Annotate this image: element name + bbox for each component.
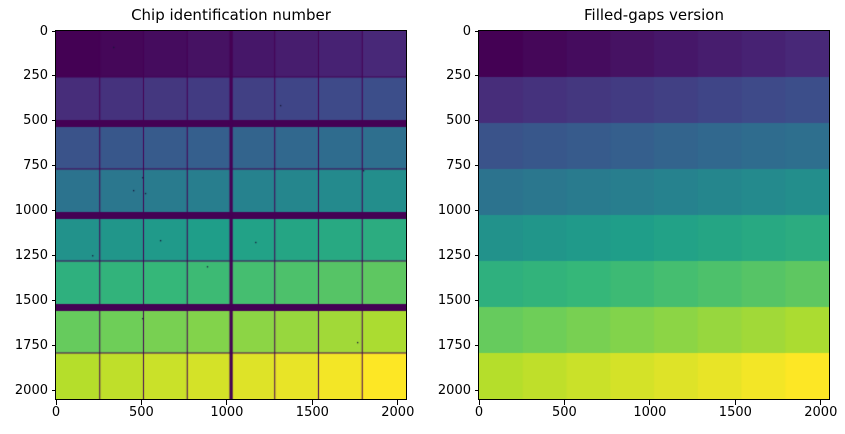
y-tick-mark bbox=[474, 300, 479, 302]
y-tick-mark bbox=[51, 210, 56, 212]
y-tick-mark bbox=[474, 210, 479, 212]
y-tick-mark bbox=[474, 30, 479, 32]
x-tick-label: 500 bbox=[129, 405, 154, 420]
x-tick-mark bbox=[311, 400, 313, 405]
panel-filled-gaps: Filled-gaps version 0 250 500 750 1000 1250 15… bbox=[423, 0, 845, 434]
x-tick-mark bbox=[478, 400, 480, 405]
y-tick-mark bbox=[51, 344, 56, 346]
y-tick-label: 1000 bbox=[437, 203, 471, 219]
x-tick-mark bbox=[55, 400, 57, 405]
y-tick-label: 1250 bbox=[14, 248, 48, 264]
y-tick-label: 500 bbox=[446, 113, 471, 129]
x-tick-mark bbox=[649, 400, 651, 405]
y-tick-mark bbox=[51, 389, 56, 391]
x-tick-label: 0 bbox=[51, 405, 61, 420]
y-tick-label: 250 bbox=[23, 68, 48, 84]
y-tick-label: 1750 bbox=[437, 337, 471, 353]
y-tick-label: 0 bbox=[39, 23, 48, 39]
y-tick-label: 2000 bbox=[437, 382, 471, 398]
x-tick-label: 2000 bbox=[804, 405, 838, 420]
y-tick-label: 1500 bbox=[14, 293, 48, 309]
y-tick-label: 750 bbox=[23, 158, 48, 174]
x-tick-mark bbox=[140, 400, 142, 405]
x-tick-mark bbox=[226, 400, 228, 405]
x-tick-label: 0 bbox=[474, 405, 484, 420]
y-tick-mark bbox=[474, 255, 479, 257]
x-tick-mark bbox=[820, 400, 822, 405]
panel-title: Filled-gaps version bbox=[584, 6, 724, 24]
x-tick-label: 2000 bbox=[381, 405, 415, 420]
y-tick-mark bbox=[474, 344, 479, 346]
y-tick-label: 1500 bbox=[437, 293, 471, 309]
y-tick-mark bbox=[474, 389, 479, 391]
x-tick-label: 1500 bbox=[718, 405, 752, 420]
y-tick-mark bbox=[474, 75, 479, 77]
y-tick-label: 1250 bbox=[437, 248, 471, 264]
y-tick-mark bbox=[51, 165, 56, 167]
heatmap-canvas-filled-gaps bbox=[478, 30, 830, 400]
x-tick-mark bbox=[734, 400, 736, 405]
panel-title: Chip identification number bbox=[131, 6, 331, 24]
heatmap-canvas-chip-id bbox=[55, 30, 407, 400]
y-tick-label: 750 bbox=[446, 158, 471, 174]
y-tick-label: 1750 bbox=[14, 337, 48, 353]
x-tick-label: 1000 bbox=[633, 405, 667, 420]
x-tick-label: 1000 bbox=[210, 405, 244, 420]
x-tick-mark bbox=[563, 400, 565, 405]
y-tick-mark bbox=[51, 75, 56, 77]
y-tick-label: 0 bbox=[462, 23, 471, 39]
y-tick-mark bbox=[51, 30, 56, 32]
panel-chip-id: Chip identification number 0 250 500 750 100… bbox=[0, 0, 422, 434]
x-tick-label: 1500 bbox=[295, 405, 329, 420]
y-tick-label: 500 bbox=[23, 113, 48, 129]
y-tick-mark bbox=[474, 165, 479, 167]
x-tick-label: 500 bbox=[552, 405, 577, 420]
y-tick-label: 250 bbox=[446, 68, 471, 84]
y-tick-mark bbox=[474, 120, 479, 122]
y-tick-mark bbox=[51, 300, 56, 302]
y-tick-mark bbox=[51, 255, 56, 257]
y-tick-mark bbox=[51, 120, 56, 122]
y-tick-label: 2000 bbox=[14, 382, 48, 398]
x-tick-mark bbox=[397, 400, 399, 405]
y-tick-label: 1000 bbox=[14, 203, 48, 219]
